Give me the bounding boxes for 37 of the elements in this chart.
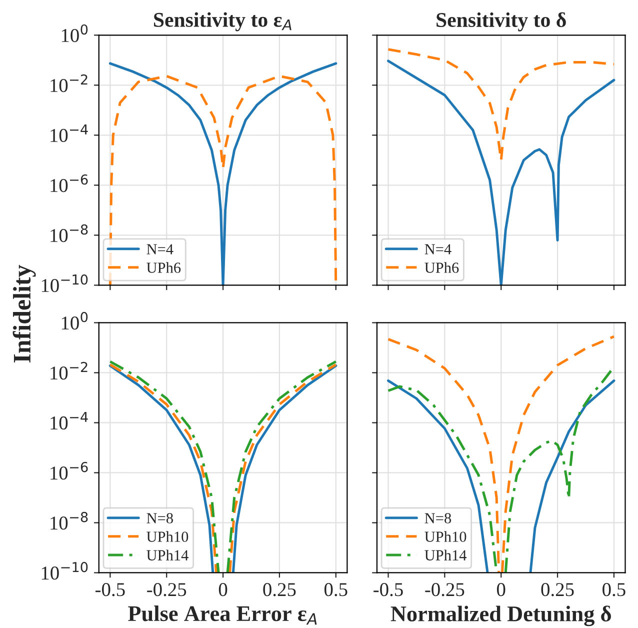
x-tick-label: 0 bbox=[496, 583, 506, 596]
x-tick-label: -0.5 bbox=[374, 583, 403, 596]
x-tick-label: -0.5 bbox=[96, 583, 125, 596]
y-tick-label: 10$^{−2}$ bbox=[50, 362, 88, 380]
y-tick-label: 10$^{0}$ bbox=[62, 312, 88, 330]
legend-label: UPh10 bbox=[424, 531, 466, 542]
x-axis-title: Pulse Area Error ε$_{A}$ bbox=[128, 606, 317, 625]
legend-label: N=8 bbox=[424, 513, 452, 524]
y-tick-label: 10$^{0}$ bbox=[62, 24, 88, 42]
legend-label: N=4 bbox=[146, 244, 174, 254]
x-tick-label: -0.25 bbox=[425, 583, 464, 596]
y-tick-label: 10$^{−8}$ bbox=[50, 224, 88, 242]
x-tick-label: 0.25 bbox=[541, 583, 574, 596]
chart-title: Sensitivity to ε$_{A}$ bbox=[154, 12, 292, 32]
legend-label: UPh6 bbox=[424, 262, 459, 273]
y-tick-label: 10$^{−10}$ bbox=[42, 274, 88, 292]
legend-label: UPh14 bbox=[146, 550, 188, 560]
x-tick-label: 0.5 bbox=[324, 583, 348, 596]
y-tick-label: 10$^{−4}$ bbox=[50, 124, 88, 142]
y-tick-label: 10$^{−6}$ bbox=[50, 174, 88, 192]
legend-label: UPh10 bbox=[146, 531, 188, 542]
chart-title: Sensitivity to δ bbox=[436, 12, 566, 32]
y-axis-title: Infidelity bbox=[12, 264, 36, 362]
x-tick-label: -0.25 bbox=[147, 583, 186, 596]
y-tick-label: 10$^{−8}$ bbox=[50, 512, 88, 530]
x-axis-title: Normalized Detuning δ bbox=[390, 606, 611, 626]
legend-label: N=8 bbox=[146, 513, 173, 524]
legend-label: UPh6 bbox=[146, 262, 181, 273]
y-tick-label: 10$^{−4}$ bbox=[50, 412, 88, 430]
y-tick-label: 10$^{−2}$ bbox=[50, 74, 88, 92]
x-tick-label: 0.5 bbox=[602, 583, 626, 596]
y-tick-label: 10$^{−6}$ bbox=[50, 462, 88, 480]
legend-label: N=4 bbox=[424, 244, 452, 254]
legend-label: UPh14 bbox=[424, 550, 467, 560]
x-tick-label: 0 bbox=[218, 583, 228, 596]
x-tick-label: 0.25 bbox=[263, 583, 296, 596]
y-tick-label: 10$^{−10}$ bbox=[42, 562, 88, 580]
